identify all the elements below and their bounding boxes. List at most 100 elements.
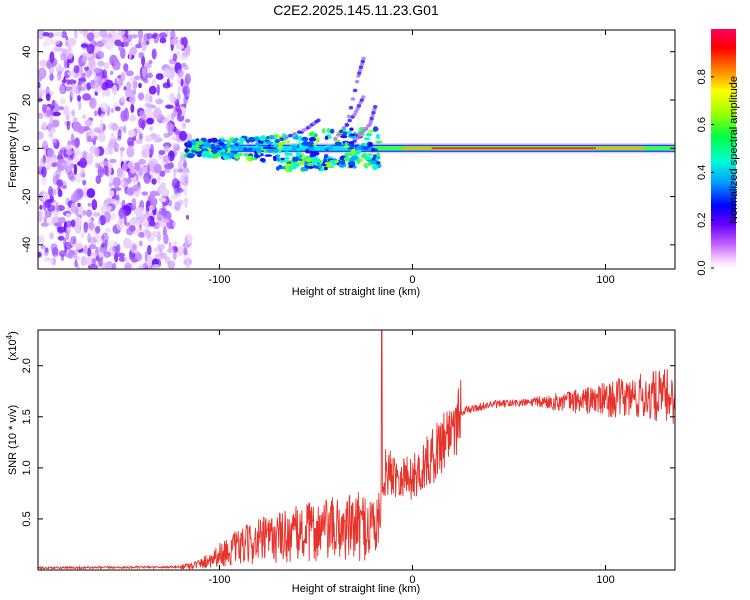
signal-blob <box>265 141 274 145</box>
noise-blob <box>151 78 157 88</box>
noise-blob <box>148 205 156 211</box>
noise-blob <box>52 246 59 258</box>
signal-branch-blob <box>316 118 321 123</box>
noise-blob <box>130 34 138 39</box>
noise-blob <box>59 85 66 95</box>
noise-blob <box>77 148 82 156</box>
noise-blob <box>73 30 78 39</box>
noise-blob <box>138 52 145 59</box>
noise-blob <box>86 152 94 165</box>
signal-blob <box>305 158 313 163</box>
signal-blob <box>375 140 383 144</box>
noise-blob <box>52 111 61 117</box>
noise-blob <box>60 52 66 61</box>
noise-blob <box>182 122 187 128</box>
signal-blob <box>292 156 300 162</box>
noise-blob <box>89 145 98 154</box>
noise-blob <box>183 86 188 96</box>
noise-blob <box>97 166 105 178</box>
noise-blob <box>166 248 175 254</box>
noise-blob <box>117 129 122 139</box>
noise-blob <box>86 32 95 42</box>
noise-blob <box>123 125 127 134</box>
signal-blob <box>210 154 219 159</box>
snr-y-axis-title: SNR (10 * v/v) <box>7 405 19 475</box>
noise-blob <box>42 103 47 114</box>
noise-blob <box>141 55 146 67</box>
noise-blob <box>57 189 63 198</box>
spectrogram-x-axis-title: Height of straight line (km) <box>292 286 420 298</box>
noise-blob <box>65 213 71 218</box>
noise-blob <box>159 37 167 44</box>
noise-blob <box>88 243 97 250</box>
noise-blob <box>74 242 84 250</box>
noise-blob <box>166 114 171 123</box>
signal-branch-blob <box>350 97 356 101</box>
noise-blob <box>172 53 178 62</box>
noise-blob <box>108 165 112 176</box>
noise-blob <box>73 164 77 176</box>
noise-blob <box>141 66 147 78</box>
noise-blob <box>81 72 86 78</box>
noise-blob <box>98 251 104 258</box>
noise-blob <box>163 67 171 78</box>
noise-blob <box>111 262 117 269</box>
signal-blob <box>374 128 379 131</box>
signal-blob <box>276 166 280 171</box>
noise-blob <box>103 62 110 70</box>
signal-blob <box>276 157 280 162</box>
signal-branch-blob <box>359 62 365 67</box>
signal-blob <box>286 140 290 144</box>
noise-blob <box>84 66 89 71</box>
noise-blob <box>82 150 87 160</box>
noise-blob <box>99 160 109 167</box>
colorbar-tick-label: 0.8 <box>696 69 708 84</box>
signal-branch-blob <box>292 132 297 136</box>
signal-blob <box>321 128 326 134</box>
noise-blob <box>75 172 82 184</box>
noise-blob <box>57 164 65 172</box>
noise-blob <box>38 112 44 119</box>
noise-blob <box>59 98 66 105</box>
signal-blob <box>350 156 359 160</box>
noise-blob <box>55 63 62 73</box>
noise-blob <box>63 58 68 69</box>
signal-blob <box>220 151 228 156</box>
noise-blob <box>67 250 74 259</box>
noise-blob <box>144 228 150 235</box>
signal-blob <box>194 147 202 152</box>
noise-blob <box>70 88 76 98</box>
signal-blob <box>295 151 301 157</box>
signal-branch-blob <box>356 74 361 78</box>
noise-blob <box>91 81 96 89</box>
noise-blob <box>112 187 122 192</box>
signal-blob <box>280 141 287 145</box>
signal-blob <box>258 136 267 141</box>
signal-blob <box>349 127 354 131</box>
snr-axes: -100 0 100 0.5 1.0 1.5 2.0 <box>21 330 675 586</box>
noise-blob <box>172 251 177 260</box>
noise-blob <box>78 99 82 111</box>
noise-blob <box>125 70 134 77</box>
noise-blob <box>78 86 87 91</box>
signal-branch-blob <box>283 135 289 140</box>
colorbar-axes: 0.0 0.2 0.4 0.6 0.8 <box>696 69 714 276</box>
noise-blob <box>45 86 50 95</box>
spectrogram-x-tick-label: 0 <box>409 274 415 286</box>
signal-blob <box>367 141 373 148</box>
colorbar-tick-label: 0.0 <box>696 260 708 275</box>
noise-blob <box>132 244 137 251</box>
signal-blob <box>356 149 362 154</box>
noise-blob <box>89 97 97 109</box>
noise-blob <box>177 68 184 78</box>
signal-branch-blob <box>354 136 360 141</box>
noise-blob <box>51 162 57 168</box>
noise-blob <box>74 259 78 268</box>
noise-blob <box>131 175 137 184</box>
noise-blob <box>182 64 190 71</box>
signal-blob <box>324 135 329 140</box>
signal-blob <box>346 143 355 150</box>
signal-branch-blob <box>346 114 352 119</box>
noise-blob <box>61 79 67 84</box>
signal-blob <box>343 156 350 162</box>
